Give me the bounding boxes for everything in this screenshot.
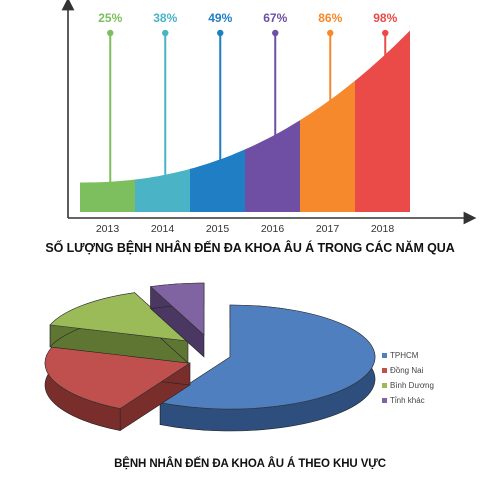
legend-swatch: [382, 368, 387, 373]
chart-title-region: BỆNH NHÂN ĐẾN ĐA KHOA ÂU Á THEO KHU VỰC: [114, 458, 386, 470]
bar-2014: [135, 168, 190, 212]
value-label-2013: 25%: [98, 11, 122, 25]
pin-head-2016: [272, 29, 279, 37]
pin-head-2015: [217, 29, 224, 37]
slice-TPHCM: [159, 304, 376, 432]
bar-2013: [80, 179, 135, 212]
value-label-2016: 67%: [263, 11, 287, 25]
slice-top-3: [149, 282, 205, 336]
x-tick-2015: 2015: [206, 223, 230, 235]
pin-head-2018: [382, 29, 389, 37]
slice-Đồng Nai: [44, 346, 191, 432]
bar-2017: [300, 80, 355, 212]
pin-head-2014: [162, 29, 169, 37]
bar-2015: [190, 149, 245, 212]
legend-swatch: [382, 383, 387, 388]
x-tick-2013: 2013: [96, 223, 120, 235]
growth-chart: 25% 38% 49% 67% 86% 98% 2013 2014 2015 2016 2017 2…: [61, 0, 477, 235]
value-label-2017: 86%: [318, 11, 342, 25]
legend-item: Tỉnh khác: [382, 393, 434, 408]
legend-label: TPHCM: [390, 351, 419, 360]
x-tick-2016: 2016: [261, 223, 285, 235]
slice-top-0: [159, 304, 376, 410]
pie-legend: TPHCM Đồng Nai Bình Dương Tỉnh khác: [382, 348, 434, 408]
pin-head-2013: [107, 29, 114, 37]
bar-2016: [245, 120, 300, 212]
x-tick-2017: 2017: [316, 223, 340, 235]
legend-item: Đồng Nai: [382, 363, 434, 378]
slice-top-1: [44, 346, 191, 409]
bar-2018: [355, 30, 410, 212]
legend-swatch: [382, 398, 387, 403]
legend-label: Bình Dương: [390, 381, 434, 390]
x-tick-2014: 2014: [151, 223, 175, 235]
value-label-2014: 38%: [153, 11, 177, 25]
pin-head-2017: [327, 29, 334, 37]
legend-swatch: [382, 353, 387, 358]
slice-top-2: [49, 292, 189, 342]
x-tick-2018: 2018: [371, 223, 395, 235]
legend-label: Tỉnh khác: [390, 396, 425, 405]
legend-item: Bình Dương: [382, 378, 434, 393]
legend-label: Đồng Nai: [390, 366, 424, 375]
slice-Tỉnh khác: [149, 282, 205, 358]
legend-item: TPHCM: [382, 348, 434, 363]
value-label-2015: 49%: [208, 11, 232, 25]
value-label-2018: 98%: [373, 11, 397, 25]
chart-title-growth: SỐ LƯỢNG BỆNH NHÂN ĐẾN ĐA KHOA ÂU Á TRON…: [45, 241, 455, 255]
